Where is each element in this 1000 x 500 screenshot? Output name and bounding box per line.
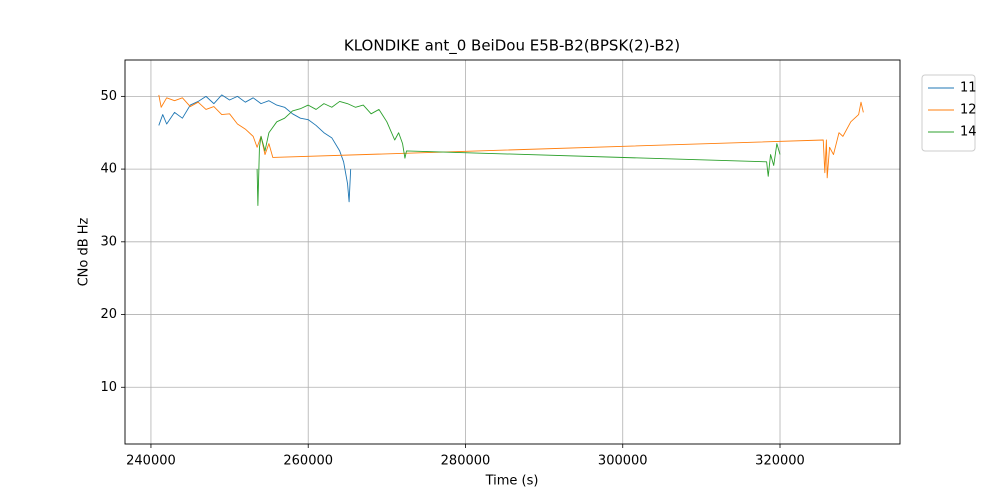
y-tick-label: 30 — [100, 234, 117, 249]
x-tick-label: 300000 — [598, 454, 648, 469]
plot-frame — [124, 59, 901, 445]
chart-title: KLONDIKE ant_0 BeiDou E5B-B2(BPSK(2)-B2) — [344, 37, 680, 56]
y-tick-label: 10 — [100, 380, 117, 395]
y-axis-label: CNo dB Hz — [77, 217, 92, 286]
y-tick-label: 40 — [100, 162, 117, 177]
x-axis-label: Time (s) — [485, 474, 539, 489]
legend-label: 14 — [960, 125, 977, 140]
x-tick-label: 260000 — [283, 454, 333, 469]
legend-label: 12 — [960, 103, 977, 118]
y-tick-label: 50 — [100, 89, 117, 104]
data-line — [158, 94, 352, 203]
legend-label: 11 — [960, 81, 977, 96]
data-line — [256, 101, 781, 206]
x-tick-label: 240000 — [126, 454, 176, 469]
x-tick-label: 320000 — [755, 454, 805, 469]
y-tick-label: 20 — [100, 307, 117, 322]
x-tick-label: 280000 — [441, 454, 491, 469]
